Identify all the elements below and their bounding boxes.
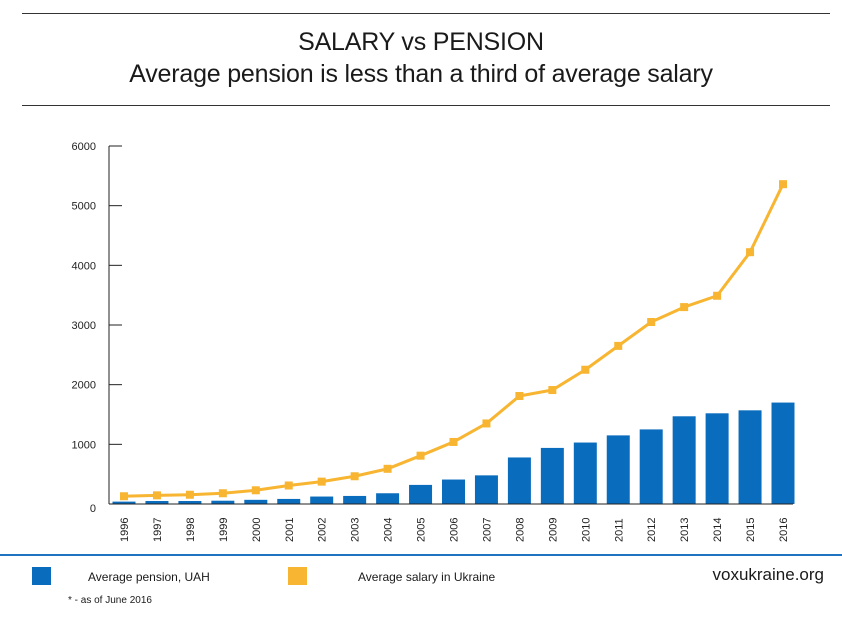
- chart-subtitle: Average pension is less than a third of …: [129, 60, 713, 88]
- pension-bar: [639, 429, 663, 504]
- pension-bar: [771, 402, 795, 504]
- salary-point: [251, 486, 260, 495]
- x-tick-label: 2002: [317, 518, 329, 542]
- x-tick-label: 2011: [613, 518, 625, 542]
- x-tick-label: 2008: [514, 518, 526, 542]
- salary-point: [779, 180, 787, 189]
- pension-bars: [112, 402, 795, 504]
- pension-bar: [409, 484, 433, 504]
- y-tick-label: 0: [90, 503, 96, 515]
- x-tick-label: 1996: [119, 518, 131, 542]
- salary-point: [218, 489, 227, 498]
- pension-bar: [672, 416, 696, 504]
- pension-bar: [310, 496, 334, 504]
- header-bottom-rule: [22, 105, 830, 106]
- x-tick-label: 2013: [679, 518, 691, 542]
- pension-bar: [145, 501, 169, 504]
- legend-pension-swatch: [32, 567, 51, 585]
- salary-point: [548, 386, 557, 395]
- x-tick-label: 2014: [712, 518, 724, 542]
- salary-point: [680, 303, 689, 312]
- legend-salary-swatch: [288, 567, 307, 585]
- x-tick-label: 2000: [251, 518, 263, 542]
- y-tick-label: 6000: [72, 141, 96, 153]
- salary-point: [284, 481, 293, 490]
- pension-bar: [606, 435, 630, 504]
- salary-point: [647, 318, 656, 327]
- x-tick-label: 2016: [778, 518, 790, 542]
- pension-bar: [573, 442, 597, 504]
- x-tick-label: 2003: [350, 518, 362, 542]
- pension-bar: [442, 479, 465, 504]
- salary-point: [350, 472, 359, 481]
- x-tick-label: 2009: [547, 518, 559, 542]
- chart-title: SALARY vs PENSION: [298, 28, 544, 56]
- salary-point: [581, 365, 590, 374]
- salary-point: [416, 451, 425, 460]
- x-tick-label: 2005: [416, 518, 428, 542]
- pension-bar: [178, 501, 202, 504]
- salary-point: [515, 392, 524, 401]
- salary-point: [449, 437, 458, 446]
- y-tick-label: 5000: [72, 201, 96, 213]
- legend-pension-label: Average pension, UAH: [88, 570, 210, 584]
- source-link[interactable]: voxukraine.org: [712, 565, 824, 584]
- salary-point: [482, 419, 491, 428]
- legend-salary-label: Average salary in Ukraine: [358, 570, 496, 584]
- pension-bar: [211, 500, 235, 504]
- x-tick-label: 2001: [284, 518, 296, 542]
- y-tick-label: 3000: [72, 320, 96, 332]
- x-tick-label: 2004: [383, 518, 395, 542]
- x-tick-label: 2006: [449, 518, 461, 542]
- x-tick-label: 1997: [152, 518, 164, 542]
- salary-point: [185, 490, 194, 499]
- y-tick-label: 1000: [72, 439, 96, 451]
- salary-line: [120, 180, 787, 501]
- y-tick-label: 4000: [72, 260, 96, 272]
- pension-bar: [244, 499, 268, 504]
- salary-point: [120, 492, 128, 501]
- salary-point: [746, 248, 755, 257]
- y-tick-label: 2000: [72, 380, 96, 392]
- x-tick-label: 2012: [646, 518, 658, 542]
- y-axis: 0 1000 2000 3000 4000 5000 6000: [72, 141, 122, 515]
- x-tick-label: 1998: [185, 518, 197, 542]
- footer-rule: [0, 554, 842, 556]
- pension-bar: [507, 457, 531, 504]
- top-rule: [22, 13, 830, 14]
- x-axis: 1996 1997 1998 1999 2000 2001 2002 2003 2004 2005…: [109, 503, 793, 542]
- pension-bar: [474, 475, 498, 504]
- salary-point: [383, 464, 392, 473]
- salary-point: [152, 491, 161, 500]
- pension-bar: [112, 501, 136, 504]
- pension-bar: [738, 410, 762, 504]
- pension-bar: [705, 413, 729, 504]
- salary-point: [317, 477, 326, 486]
- pension-bar: [376, 493, 400, 504]
- pension-bar: [540, 447, 564, 504]
- x-tick-label: 2015: [745, 518, 757, 542]
- x-tick-label: 2010: [580, 518, 592, 542]
- x-tick-label: 2007: [481, 518, 493, 542]
- salary-point: [614, 341, 623, 350]
- pension-bar: [277, 498, 301, 504]
- pension-bar: [343, 495, 367, 504]
- salary-point: [713, 291, 722, 300]
- footnote: * - as of June 2016: [68, 595, 152, 606]
- x-tick-label: 1999: [218, 518, 230, 542]
